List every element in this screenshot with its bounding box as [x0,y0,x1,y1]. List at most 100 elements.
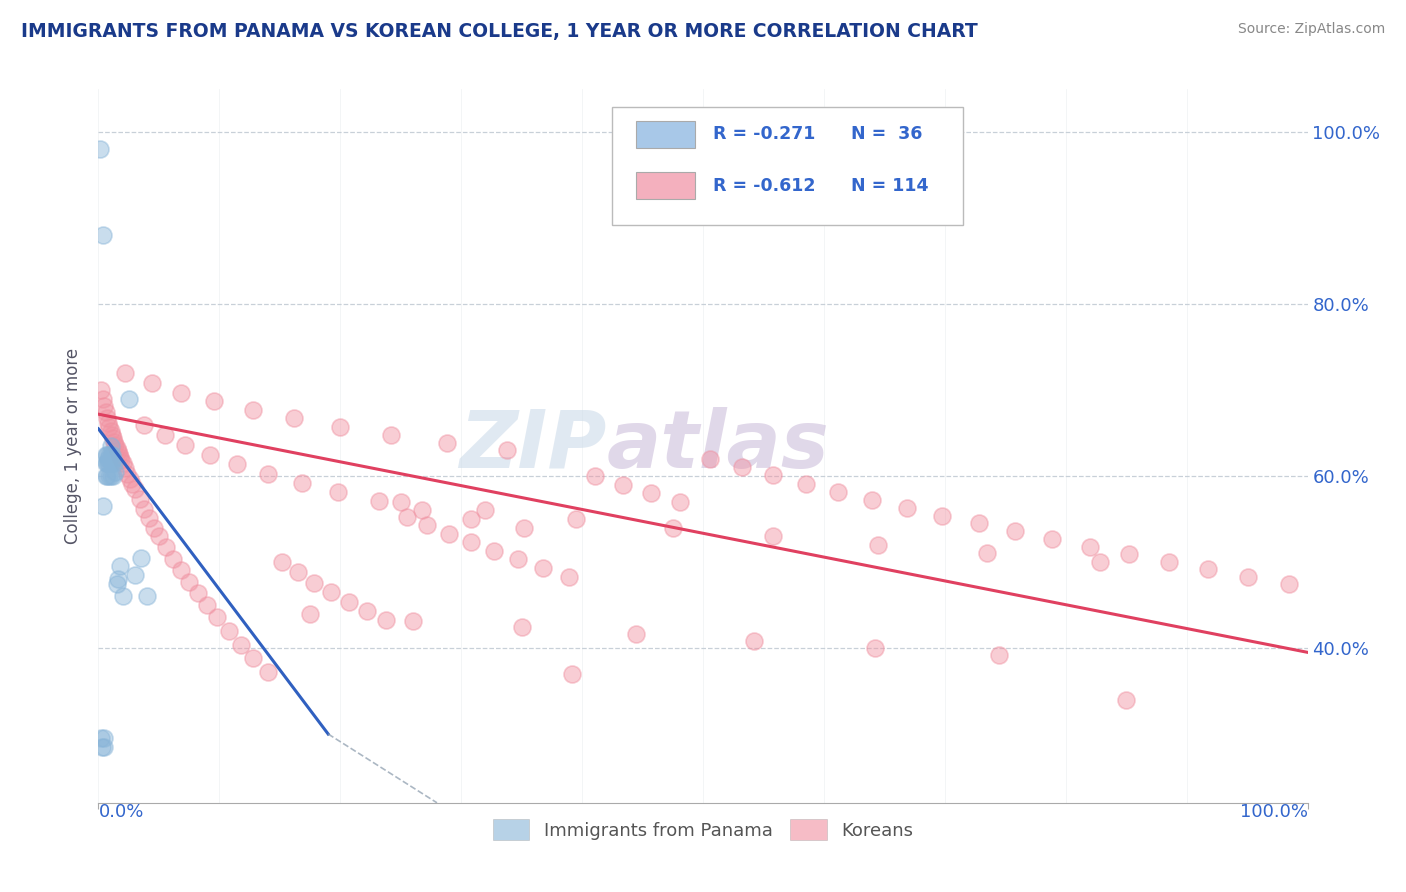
Point [205,610,228,624]
Point [118,472,141,486]
Point [143,521,166,535]
Point [1115,692,1137,706]
FancyBboxPatch shape [613,107,963,225]
Point [100,456,122,470]
Point [97,451,120,466]
Point [868,538,890,552]
Point [198,448,221,462]
Point [326,485,349,500]
Point [94,456,117,470]
Point [1118,547,1140,561]
Point [187,586,209,600]
Point [174,438,197,452]
Point [91,228,114,243]
Point [242,403,264,417]
Point [337,594,360,608]
Point [89,142,111,156]
Y-axis label: College, 1 year or more: College, 1 year or more [65,348,83,544]
Text: 0.0%: 0.0% [98,803,143,821]
Point [863,641,886,656]
Point [100,469,122,483]
Point [134,501,156,516]
Point [114,461,136,475]
Point [218,624,240,638]
Point [107,444,129,458]
Text: 100.0%: 100.0% [1240,803,1308,821]
Point [640,486,662,500]
Point [108,559,131,574]
Point [98,448,121,462]
Text: N = 114: N = 114 [851,177,928,194]
Legend: Immigrants from Panama, Koreans: Immigrants from Panama, Koreans [485,812,921,847]
Point [389,495,412,509]
Point [111,456,134,470]
Point [762,529,785,543]
Point [135,590,157,604]
Point [1237,570,1260,584]
Point [91,392,114,406]
Point [100,448,122,462]
Point [169,563,191,577]
Point [742,634,765,648]
Point [1004,524,1026,538]
Point [699,451,721,466]
Point [1078,540,1101,554]
Point [319,585,342,599]
Point [402,614,425,628]
Point [153,427,176,442]
Point [117,467,139,481]
Point [96,469,118,483]
Point [91,499,114,513]
Point [794,476,817,491]
Point [105,576,128,591]
Point [482,544,505,558]
Point [93,399,115,413]
Point [96,456,118,470]
Point [496,443,519,458]
Point [283,411,305,425]
Point [506,552,529,566]
Point [256,665,278,679]
Point [148,529,170,543]
Point [931,508,953,523]
Point [155,541,177,555]
Point [1088,555,1111,569]
Point [436,435,458,450]
Point [108,447,131,461]
Point [93,739,115,754]
Point [242,650,264,665]
Point [114,366,136,380]
Point [94,469,117,483]
Point [103,456,125,470]
Point [762,468,785,483]
Point [976,546,998,560]
Point [179,574,201,589]
Point [124,482,146,496]
Point [583,469,606,483]
Point [128,492,150,507]
Text: atlas: atlas [606,407,830,485]
Point [513,521,536,535]
Point [104,465,127,479]
Point [108,450,131,465]
Point [531,561,554,575]
Point [101,451,124,466]
Point [100,448,122,462]
Point [290,475,312,490]
Point [138,511,160,525]
Point [460,535,482,549]
Text: R = -0.271: R = -0.271 [713,125,815,143]
Point [110,452,132,467]
Point [98,456,121,470]
Point [1042,532,1064,546]
Text: ZIP: ZIP [458,407,606,485]
Point [100,425,122,439]
Point [121,476,143,491]
Point [94,448,117,462]
Point [256,467,278,481]
Point [162,551,184,566]
Point [91,739,114,754]
Point [100,439,122,453]
Point [129,550,152,565]
Point [100,456,122,470]
